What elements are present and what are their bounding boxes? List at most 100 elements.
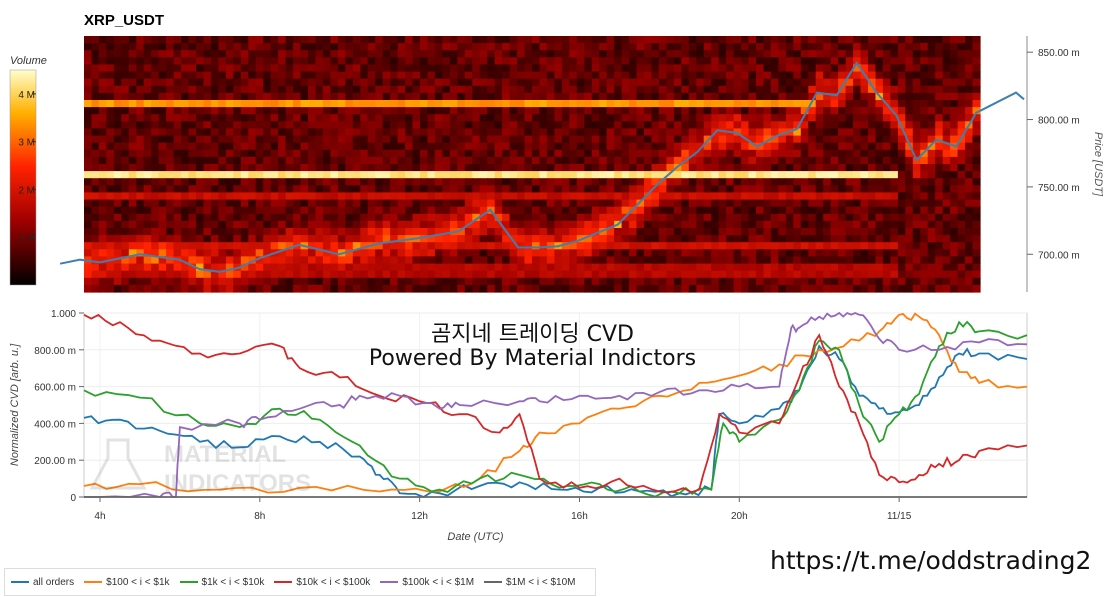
heatmap-cell [546,107,555,115]
heatmap-cell [263,256,272,265]
heatmap-cell [845,284,854,293]
legend-item[interactable]: $10k < i < $100k [274,577,370,588]
heatmap-cell [830,128,839,137]
heatmap-cell [270,92,279,101]
heatmap-cell [942,164,951,172]
heatmap-cell [546,213,555,222]
heatmap-cell [584,192,593,201]
heatmap-cell [569,263,578,272]
heatmap-cell [673,164,682,172]
heatmap-cell [367,156,376,165]
heatmap-cell [636,235,645,243]
telegram-link[interactable]: https://t.me/oddstrading2 [770,546,1092,575]
heatmap-cell [688,142,697,151]
heatmap-cell [225,206,234,215]
heatmap-cell [688,36,697,44]
heatmap-cell [457,156,466,165]
heatmap-cell [629,92,638,101]
heatmap-cell [688,228,697,236]
heatmap-cell [218,235,227,243]
heatmap-cell [569,228,578,236]
heatmap-cell [912,270,921,279]
legend-item[interactable]: $100 < i < $1k [84,577,170,588]
heatmap-cell [756,164,765,172]
heatmap-cell [920,242,929,250]
heatmap-cell [748,270,757,279]
legend-item[interactable]: $1M < i < $10M [484,577,576,588]
heatmap-cell [576,114,585,122]
heatmap-cell [181,142,190,151]
heatmap-cell [532,100,541,108]
heatmap-cell [927,249,936,257]
heatmap-cell [166,43,175,51]
heatmap-cell [808,220,817,229]
heatmap-cell [367,213,376,222]
heatmap-cell [487,249,496,257]
heatmap-cell [91,50,100,58]
heatmap-cell [830,149,839,158]
heatmap-cell [800,156,809,165]
heatmap-cell [240,78,249,87]
heatmap-cell [449,71,458,80]
heatmap-cell [868,57,877,65]
legend-item[interactable]: $100k < i < $1M [380,577,474,588]
heatmap-cell [561,149,570,158]
heatmap-cell [397,164,406,172]
heatmap-cell [218,256,227,265]
heatmap-cell [793,270,802,279]
heatmap-cell [606,199,615,208]
heatmap-cell [935,270,944,279]
heatmap-cell [629,242,638,250]
heatmap-cell [464,235,473,243]
heatmap-cell [494,64,503,73]
heatmap-cell [330,156,339,165]
heatmap-cell [472,199,481,208]
heatmap-cell [808,178,817,186]
heatmap-cell [106,57,115,65]
heatmap-cell [897,107,906,115]
heatmap-cell [741,85,750,94]
heatmap-cell [957,171,966,179]
heatmap-cell [143,149,152,158]
legend-item[interactable]: all orders [11,577,74,588]
heatmap-cell [897,235,906,243]
heatmap-cell [502,284,511,293]
heatmap-cell [487,192,496,201]
heatmap-cell [576,249,585,257]
legend-item[interactable]: $1k < i < $10k [179,577,264,588]
heatmap-cell [800,92,809,101]
heatmap-cell [210,128,219,137]
heatmap-cell [106,213,115,222]
heatmap-cell [173,270,182,279]
heatmap-cell [322,142,331,151]
heatmap-cell [614,213,623,222]
heatmap-cell [748,149,757,158]
heatmap-cell [225,185,234,193]
heatmap-cell [778,270,787,279]
heatmap-cell [367,85,376,94]
heatmap-cell [173,164,182,172]
heatmap-cell [703,228,712,236]
heatmap-cell [457,192,466,201]
heatmap-cell [203,128,212,137]
heatmap-cell [412,213,421,222]
heatmap-cell [315,178,324,186]
heatmap-cell [502,192,511,201]
heatmap-cell [405,57,414,65]
heatmap-cell [210,121,219,129]
heatmap-cell [711,114,720,122]
heatmap-cell [270,263,279,272]
heatmap-cell [912,100,921,108]
heatmap-cell [890,156,899,165]
heatmap-cell [494,178,503,186]
heatmap-cell [688,192,697,201]
heatmap-cell [121,128,130,137]
heatmap-cell [666,107,675,115]
heatmap-cell [479,128,488,137]
heatmap-cell [957,71,966,80]
heatmap-cell [644,149,653,158]
heatmap-cell [84,135,93,144]
heatmap-cell [524,64,533,73]
heatmap-cell [763,220,772,229]
heatmap-cell [300,178,309,186]
